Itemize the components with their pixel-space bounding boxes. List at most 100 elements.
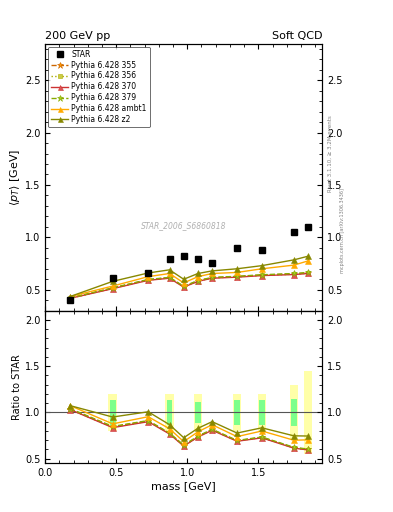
Pythia 6.428 370 <box>68 295 72 302</box>
Pythia 6.428 379 <box>110 285 115 291</box>
Pythia 6.428 ambt1 <box>68 293 72 300</box>
Text: mcplots.cern.ch [arXiv:1306.3436]: mcplots.cern.ch [arXiv:1306.3436] <box>340 188 345 273</box>
Pythia 6.428 356 <box>196 278 200 284</box>
Pythia 6.428 370 <box>146 277 151 283</box>
Pythia 6.428 ambt1 <box>110 283 115 289</box>
Pythia 6.428 355 <box>182 284 186 290</box>
STAR <box>306 224 310 230</box>
Pythia 6.428 356 <box>210 275 215 281</box>
Pythia 6.428 355 <box>259 272 264 278</box>
Pythia 6.428 z2 <box>68 293 72 300</box>
STAR <box>68 296 72 303</box>
STAR <box>167 256 172 262</box>
STAR <box>146 270 151 276</box>
Pythia 6.428 356 <box>110 285 115 291</box>
Bar <box>165 394 174 431</box>
Pythia 6.428 z2 <box>292 257 296 263</box>
Text: Soft QCD: Soft QCD <box>272 31 322 41</box>
Bar <box>110 399 116 425</box>
Pythia 6.428 356 <box>167 275 172 281</box>
Line: Pythia 6.428 z2: Pythia 6.428 z2 <box>67 253 311 300</box>
Pythia 6.428 z2 <box>210 268 215 274</box>
Text: STAR_2006_S6860818: STAR_2006_S6860818 <box>141 221 226 230</box>
Pythia 6.428 ambt1 <box>259 266 264 272</box>
Pythia 6.428 z2 <box>110 279 115 285</box>
Pythia 6.428 z2 <box>146 270 151 276</box>
Pythia 6.428 ambt1 <box>306 258 310 264</box>
Pythia 6.428 355 <box>210 274 215 281</box>
Y-axis label: Ratio to STAR: Ratio to STAR <box>12 354 22 420</box>
Pythia 6.428 z2 <box>167 267 172 273</box>
Bar <box>304 371 312 454</box>
Pythia 6.428 356 <box>182 284 186 290</box>
STAR <box>210 260 215 266</box>
Pythia 6.428 355 <box>306 270 310 276</box>
Bar <box>258 394 266 431</box>
STAR <box>292 229 296 235</box>
Pythia 6.428 355 <box>196 278 200 284</box>
Pythia 6.428 379 <box>259 272 264 278</box>
Line: STAR: STAR <box>67 224 311 303</box>
Pythia 6.428 379 <box>182 283 186 289</box>
Line: Pythia 6.428 370: Pythia 6.428 370 <box>67 271 311 301</box>
Pythia 6.428 356 <box>306 270 310 276</box>
Pythia 6.428 370 <box>235 274 239 280</box>
Bar <box>290 385 298 440</box>
Pythia 6.428 379 <box>68 295 72 301</box>
Bar <box>108 394 117 431</box>
Pythia 6.428 ambt1 <box>292 262 296 268</box>
Bar <box>234 399 240 425</box>
Y-axis label: $\langle p_T \rangle$ [GeV]: $\langle p_T \rangle$ [GeV] <box>8 148 22 206</box>
Pythia 6.428 356 <box>292 271 296 278</box>
Pythia 6.428 370 <box>210 275 215 281</box>
Pythia 6.428 z2 <box>196 270 200 276</box>
Pythia 6.428 z2 <box>182 276 186 282</box>
Pythia 6.428 370 <box>182 284 186 290</box>
Pythia 6.428 370 <box>110 286 115 292</box>
Line: Pythia 6.428 356: Pythia 6.428 356 <box>68 271 310 301</box>
Pythia 6.428 379 <box>235 273 239 280</box>
Line: Pythia 6.428 355: Pythia 6.428 355 <box>66 269 312 302</box>
Pythia 6.428 370 <box>167 275 172 281</box>
Pythia 6.428 379 <box>196 278 200 284</box>
Bar <box>259 399 265 425</box>
Pythia 6.428 370 <box>306 270 310 276</box>
Pythia 6.428 370 <box>292 271 296 278</box>
Legend: STAR, Pythia 6.428 355, Pythia 6.428 356, Pythia 6.428 370, Pythia 6.428 379, Py: STAR, Pythia 6.428 355, Pythia 6.428 356… <box>48 47 150 127</box>
Pythia 6.428 356 <box>235 274 239 280</box>
Pythia 6.428 356 <box>259 272 264 279</box>
Bar <box>291 398 297 426</box>
STAR <box>259 247 264 253</box>
Pythia 6.428 ambt1 <box>235 269 239 275</box>
Pythia 6.428 z2 <box>259 263 264 269</box>
Pythia 6.428 379 <box>292 270 296 276</box>
Pythia 6.428 355 <box>146 276 151 283</box>
STAR <box>110 275 115 281</box>
Pythia 6.428 355 <box>68 295 72 301</box>
Pythia 6.428 z2 <box>306 253 310 259</box>
Pythia 6.428 z2 <box>235 266 239 272</box>
Pythia 6.428 356 <box>68 295 72 302</box>
Pythia 6.428 ambt1 <box>196 273 200 280</box>
Pythia 6.428 ambt1 <box>182 280 186 286</box>
X-axis label: mass [GeV]: mass [GeV] <box>151 481 216 491</box>
Text: 200 GeV pp: 200 GeV pp <box>45 31 110 41</box>
Pythia 6.428 379 <box>167 274 172 281</box>
STAR <box>235 245 239 251</box>
Pythia 6.428 355 <box>292 271 296 277</box>
Bar <box>233 394 241 431</box>
STAR <box>182 252 186 259</box>
Text: Rivet 3.1.10, ≥ 3.2M events: Rivet 3.1.10, ≥ 3.2M events <box>328 115 333 192</box>
STAR <box>196 257 200 263</box>
Pythia 6.428 355 <box>110 285 115 291</box>
Pythia 6.428 ambt1 <box>146 273 151 280</box>
Pythia 6.428 370 <box>196 279 200 285</box>
Pythia 6.428 355 <box>235 273 239 280</box>
Pythia 6.428 379 <box>306 269 310 275</box>
Bar <box>195 402 201 422</box>
Bar <box>167 399 173 425</box>
Line: Pythia 6.428 379: Pythia 6.428 379 <box>66 269 312 302</box>
Pythia 6.428 379 <box>146 276 151 283</box>
Pythia 6.428 379 <box>210 274 215 281</box>
Pythia 6.428 356 <box>146 277 151 283</box>
